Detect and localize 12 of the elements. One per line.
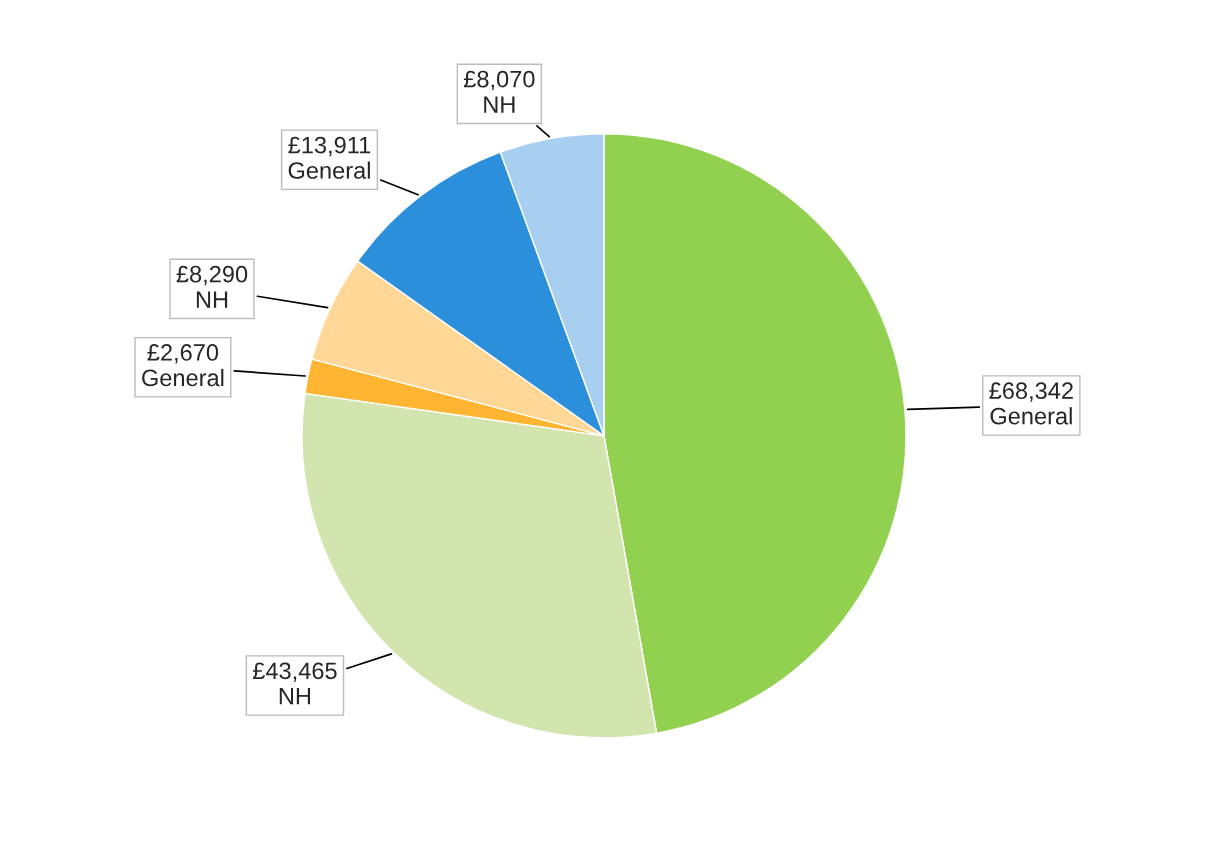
data-label: £68,342 — [989, 382, 1073, 402]
slice-label: NH — [279, 688, 311, 705]
slice-label: General — [990, 407, 1072, 425]
data-label: £2,670 — [147, 344, 219, 364]
data-label: £8,290 — [176, 265, 248, 286]
slice-label: NH — [196, 291, 228, 308]
slice-label: NH — [484, 96, 515, 113]
slice-label: General — [288, 161, 370, 179]
slice-label: General — [142, 368, 224, 387]
data-label: £8,070 — [463, 70, 535, 91]
data-label: £13,911 — [288, 136, 371, 157]
data-label: £43,465 — [252, 662, 337, 682]
